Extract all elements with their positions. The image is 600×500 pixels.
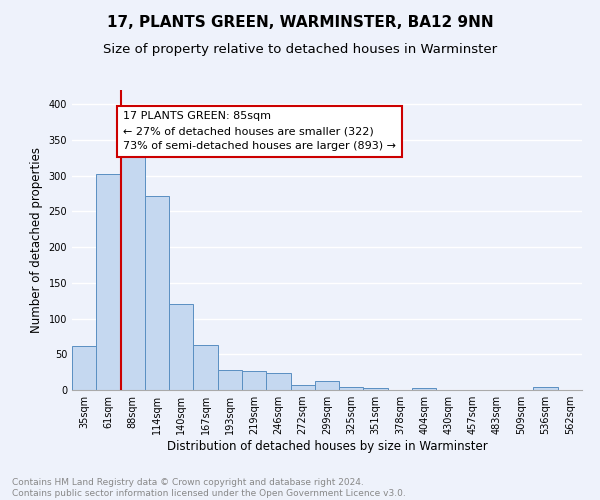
Y-axis label: Number of detached properties: Number of detached properties — [30, 147, 43, 333]
Bar — [145, 196, 169, 390]
Bar — [315, 382, 339, 390]
Text: 17, PLANTS GREEN, WARMINSTER, BA12 9NN: 17, PLANTS GREEN, WARMINSTER, BA12 9NN — [107, 15, 493, 30]
Bar — [193, 345, 218, 390]
Bar — [364, 388, 388, 390]
Text: 17 PLANTS GREEN: 85sqm
← 27% of detached houses are smaller (322)
73% of semi-de: 17 PLANTS GREEN: 85sqm ← 27% of detached… — [123, 112, 396, 151]
Bar — [96, 174, 121, 390]
Bar — [242, 372, 266, 390]
Bar — [169, 304, 193, 390]
Bar — [266, 373, 290, 390]
Text: Contains HM Land Registry data © Crown copyright and database right 2024.
Contai: Contains HM Land Registry data © Crown c… — [12, 478, 406, 498]
X-axis label: Distribution of detached houses by size in Warminster: Distribution of detached houses by size … — [167, 440, 487, 453]
Bar — [339, 387, 364, 390]
Bar — [72, 346, 96, 390]
Bar — [121, 154, 145, 390]
Bar — [412, 388, 436, 390]
Text: Size of property relative to detached houses in Warminster: Size of property relative to detached ho… — [103, 42, 497, 56]
Bar — [218, 370, 242, 390]
Bar — [290, 385, 315, 390]
Bar — [533, 387, 558, 390]
